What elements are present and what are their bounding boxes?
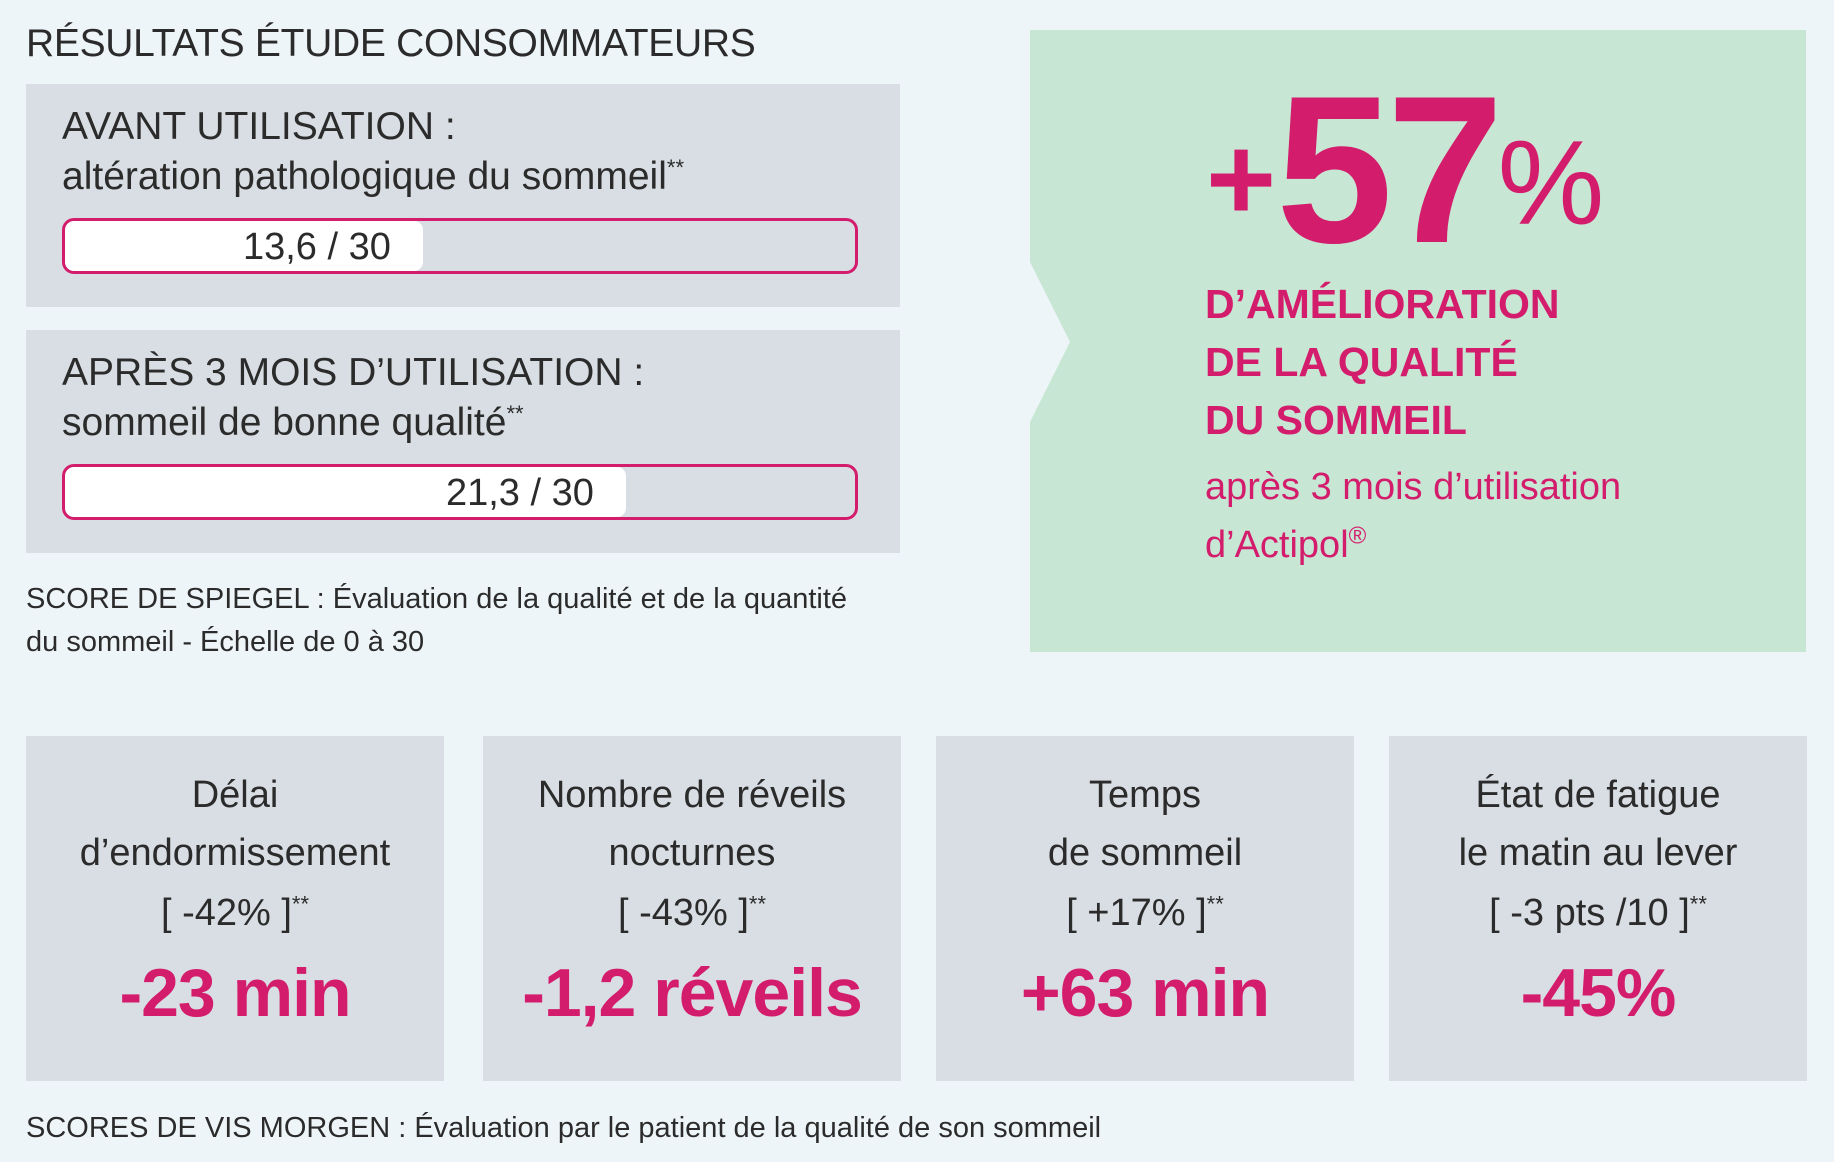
card-label-line1: Nombre de réveils bbox=[537, 774, 847, 816]
highlight-line3: DU SOMMEIL bbox=[1205, 397, 1467, 443]
card-mark: ** bbox=[748, 891, 767, 917]
before-score-label: 13,6 / 30 bbox=[242, 226, 391, 268]
highlight-plus: + bbox=[1206, 112, 1277, 246]
footer-note: SCORES DE VIS MORGEN : Évaluation par le… bbox=[26, 1112, 1102, 1144]
card-value: -45% bbox=[1520, 955, 1677, 1031]
card-sleep-time: Temps de sommeil [ +17% ]** +63 min bbox=[936, 736, 1354, 1081]
page-title: RÉSULTATS ÉTUDE CONSOMMATEURS bbox=[26, 22, 756, 65]
card-percent: [ +17% ] bbox=[1066, 892, 1207, 934]
card-label-line2: le matin au lever bbox=[1458, 832, 1738, 874]
after-mark: ** bbox=[506, 401, 524, 426]
highlight-percent: % bbox=[1497, 116, 1605, 250]
highlight-figure: +57% bbox=[1206, 65, 1605, 275]
spiegel-note-line1: SCORE DE SPIEGEL : Évaluation de la qual… bbox=[26, 583, 848, 615]
highlight-number: 57 bbox=[1276, 52, 1504, 287]
after-panel: APRÈS 3 MOIS D’UTILISATION : sommeil de … bbox=[26, 330, 900, 553]
card-value: +63 min bbox=[1020, 955, 1270, 1031]
registered-mark: ® bbox=[1348, 522, 1367, 550]
highlight-sub2: d’Actipol bbox=[1205, 524, 1349, 566]
card-percent: [ -43% ] bbox=[617, 892, 749, 934]
card-percent: [ -42% ] bbox=[160, 892, 292, 934]
highlight-background bbox=[1030, 30, 1806, 652]
card-value: -1,2 réveils bbox=[522, 955, 863, 1031]
before-panel: AVANT UTILISATION : altération pathologi… bbox=[26, 84, 900, 307]
spiegel-note: SCORE DE SPIEGEL : Évaluation de la qual… bbox=[26, 578, 926, 664]
after-description: sommeil de bonne qualité bbox=[62, 401, 507, 444]
card-label-line2: d’endormissement bbox=[79, 832, 391, 874]
card-label-line2: nocturnes bbox=[608, 832, 776, 874]
before-description: altération pathologique du sommeil bbox=[62, 155, 667, 198]
card-percent: [ -3 pts /10 ] bbox=[1489, 892, 1690, 934]
after-score-fill bbox=[65, 467, 626, 517]
highlight-panel: +57% D’AMÉLIORATION DE LA QUALITÉ DU SOM… bbox=[1030, 30, 1806, 652]
after-score-label: 21,3 / 30 bbox=[445, 472, 594, 514]
after-heading: APRÈS 3 MOIS D’UTILISATION : bbox=[62, 351, 645, 394]
highlight-line2: DE LA QUALITÉ bbox=[1205, 339, 1518, 385]
before-heading: AVANT UTILISATION : bbox=[62, 105, 456, 148]
card-sleep-onset: Délai d’endormissement [ -42% ]** -23 mi… bbox=[26, 736, 444, 1081]
card-morning-fatigue: État de fatigue le matin au lever [ -3 p… bbox=[1389, 736, 1807, 1081]
highlight-heading: D’AMÉLIORATION DE LA QUALITÉ DU SOMMEIL bbox=[1205, 275, 1560, 449]
before-score-fill bbox=[65, 221, 423, 271]
card-mark: ** bbox=[1206, 891, 1224, 917]
after-score-bar: 21,3 / 30 bbox=[62, 464, 858, 520]
highlight-line1: D’AMÉLIORATION bbox=[1205, 281, 1560, 327]
card-label-line1: Délai bbox=[191, 774, 279, 816]
before-score-bar: 13,6 / 30 bbox=[62, 218, 858, 274]
highlight-subtext: après 3 mois d’utilisation d’Actipol® bbox=[1205, 458, 1621, 574]
spiegel-note-line2: du sommeil - Échelle de 0 à 30 bbox=[26, 626, 425, 658]
card-value: -23 min bbox=[119, 955, 351, 1031]
card-mark: ** bbox=[291, 891, 310, 917]
card-label-line1: État de fatigue bbox=[1475, 774, 1721, 816]
highlight-sub1: après 3 mois d’utilisation bbox=[1205, 466, 1622, 508]
before-mark: ** bbox=[666, 155, 685, 180]
card-label-line2: de sommeil bbox=[1047, 832, 1243, 874]
card-label-line1: Temps bbox=[1089, 774, 1201, 816]
card-night-awakenings: Nombre de réveils nocturnes [ -43% ]** -… bbox=[483, 736, 901, 1081]
card-mark: ** bbox=[1689, 891, 1707, 917]
